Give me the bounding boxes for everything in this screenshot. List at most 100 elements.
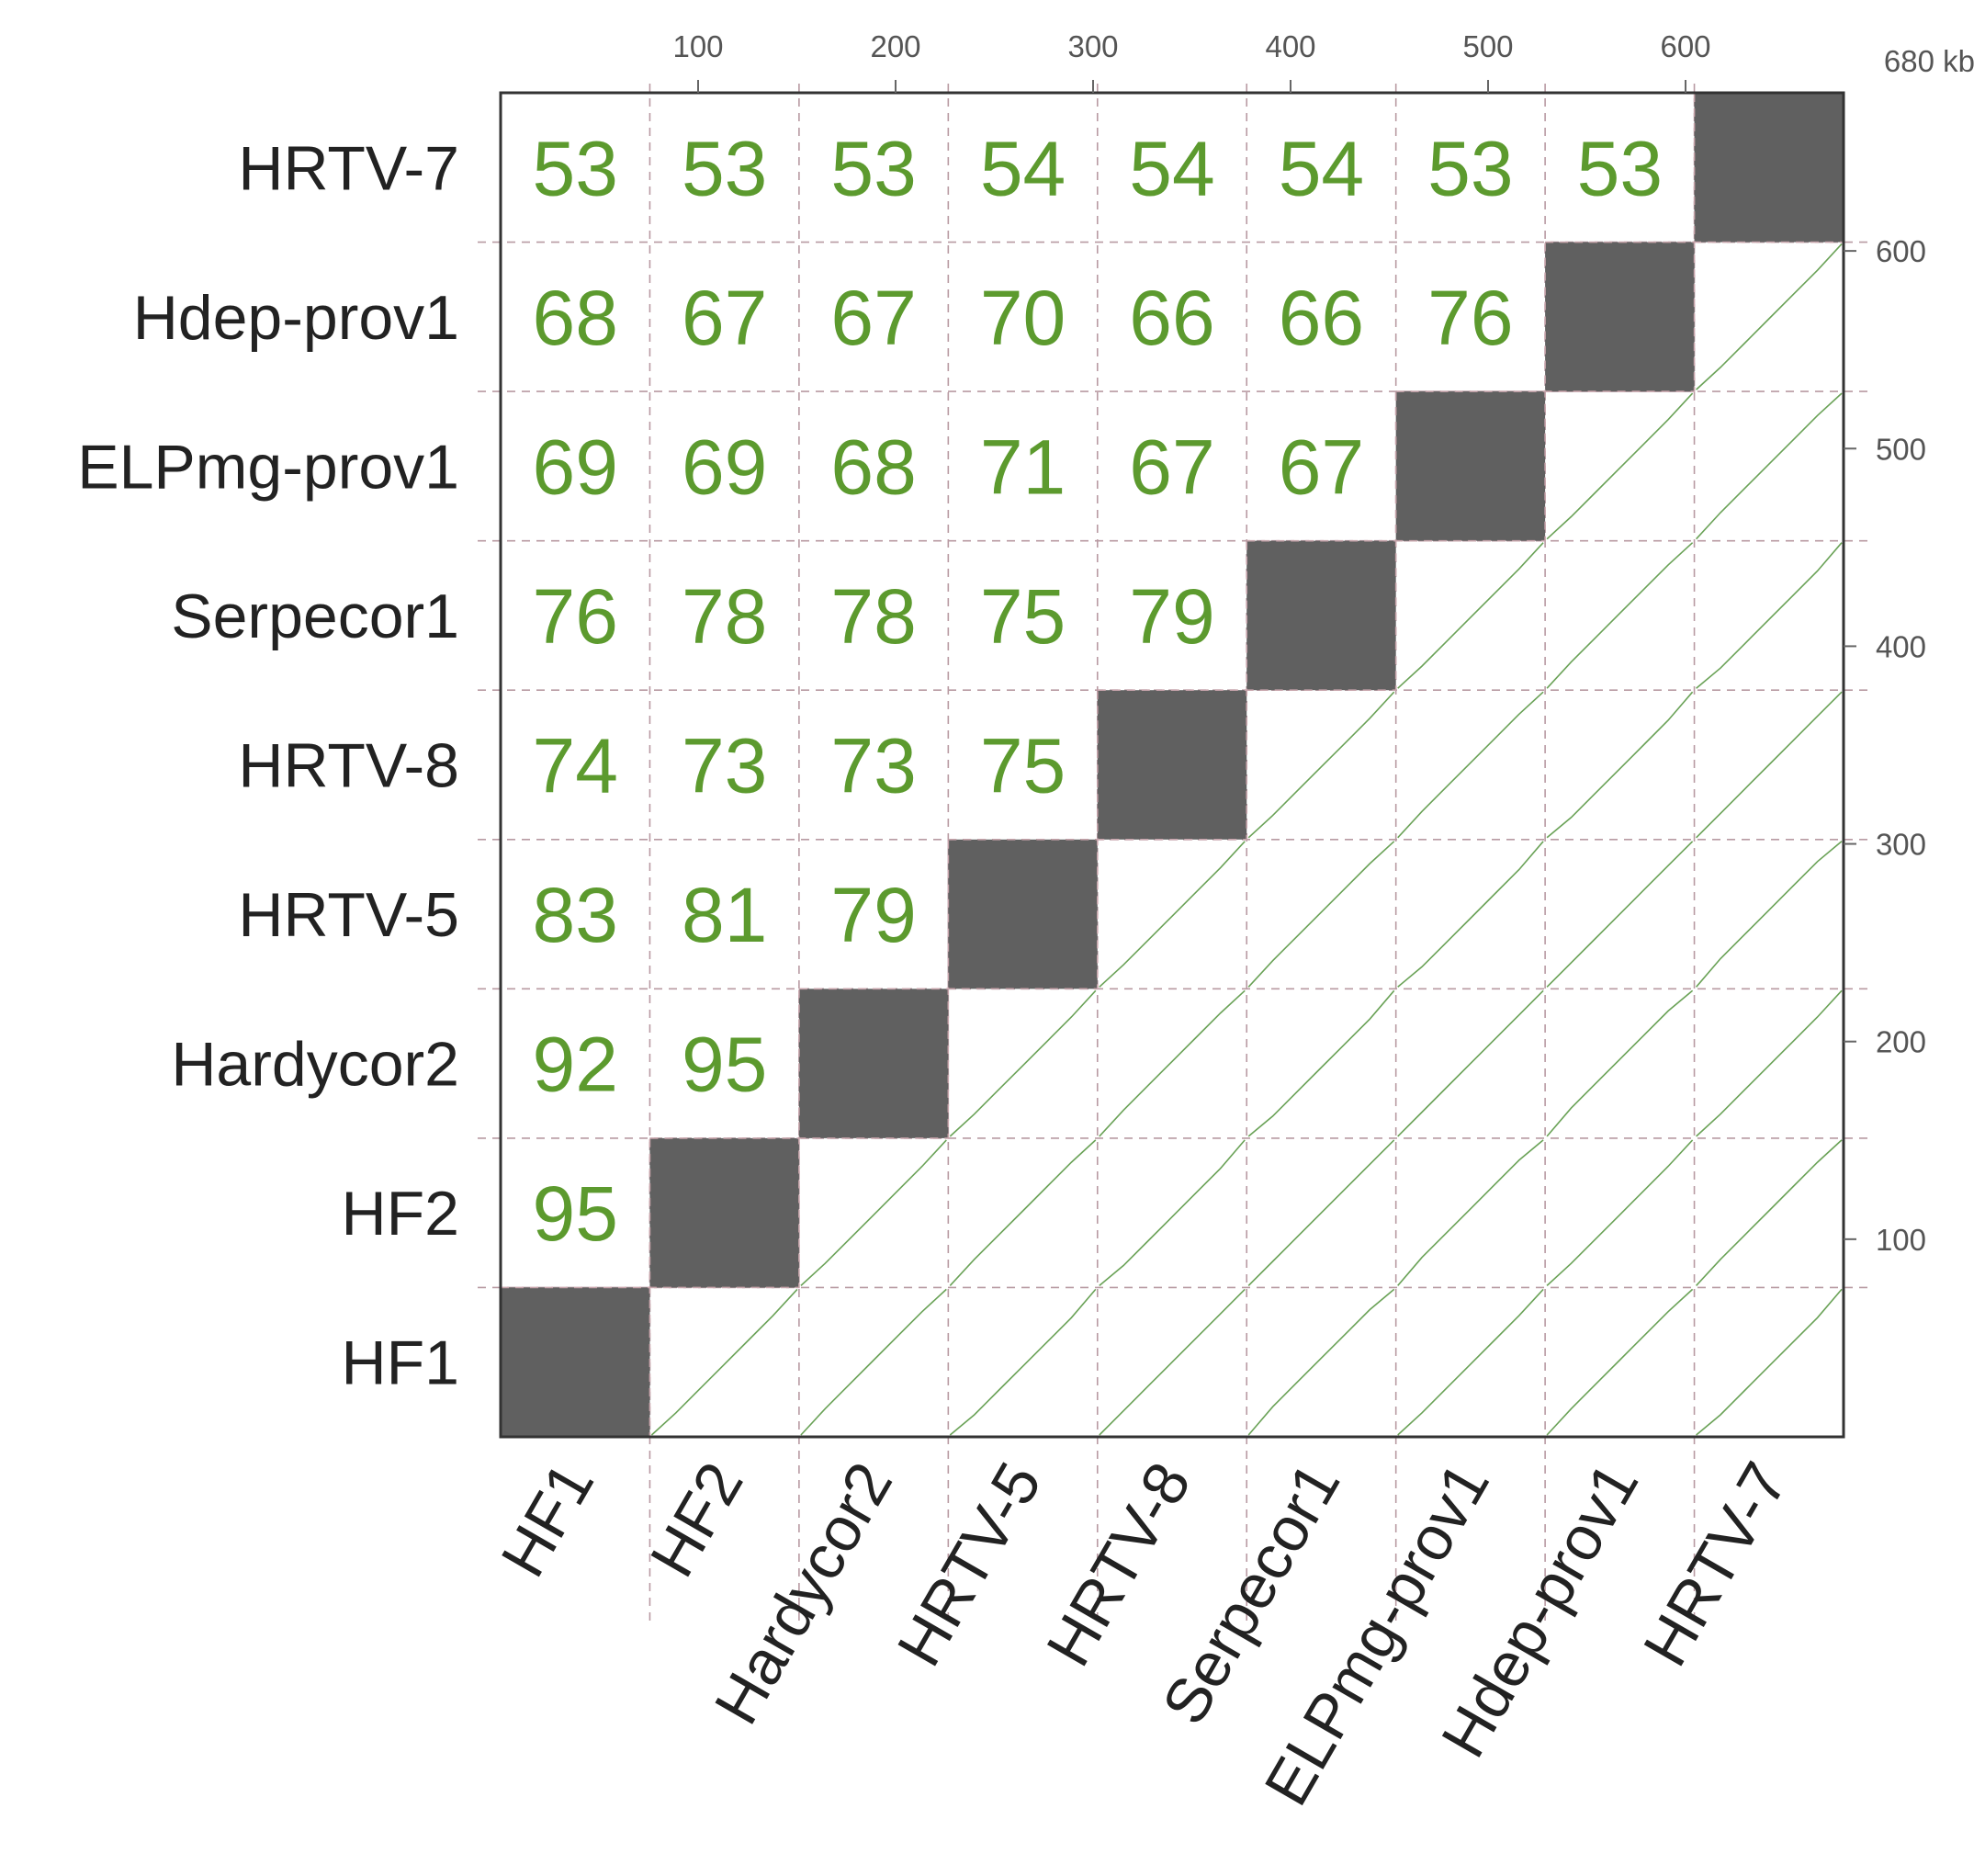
identity-value: 53 xyxy=(830,125,916,211)
diagonal-block xyxy=(500,1286,651,1438)
identity-value: 74 xyxy=(533,723,618,809)
dotplot-segment xyxy=(1546,392,1694,540)
row-label: HRTV-5 xyxy=(238,880,459,950)
x-tick-label: 500 xyxy=(1462,29,1513,63)
x-tick-label: 100 xyxy=(672,29,723,63)
dotplot-segment xyxy=(1546,1139,1694,1286)
dotplot-segment xyxy=(1247,1288,1395,1436)
identity-value: 79 xyxy=(830,872,916,958)
row-label: HF2 xyxy=(342,1179,459,1249)
identity-value: 53 xyxy=(1427,125,1513,211)
diagonal-block xyxy=(1394,390,1546,542)
x-tick-label: 300 xyxy=(1067,29,1118,63)
row-label: Hdep-prov1 xyxy=(133,283,459,353)
diagonal-block xyxy=(649,1137,800,1289)
axis-end-label: 680 kb xyxy=(1884,44,1975,78)
y-tick-label: 500 xyxy=(1876,432,1926,466)
dotplot-lower-triangle xyxy=(650,243,1843,1436)
dotplot-segment xyxy=(1696,1288,1843,1436)
identity-value: 73 xyxy=(830,723,916,809)
column-label: HRTV-7 xyxy=(1630,1452,1801,1678)
identity-value: 67 xyxy=(830,275,916,361)
identity-value: 53 xyxy=(533,125,618,211)
identity-value: 81 xyxy=(682,872,767,958)
y-tick-label: 300 xyxy=(1876,828,1926,862)
diagonal-block xyxy=(1544,241,1696,392)
identity-value: 68 xyxy=(830,424,916,510)
dotplot-segment xyxy=(1695,841,1843,988)
row-label: HF1 xyxy=(342,1328,459,1398)
identity-value: 75 xyxy=(980,723,1066,809)
dotplot-segment xyxy=(949,989,1097,1137)
dotplot-segment xyxy=(1397,691,1544,839)
identity-values: 95 92 95 83 81 79 74 73 73 75 76 78 78 75 79 69 69 68 71 67… xyxy=(533,125,1664,1257)
identity-value: 75 xyxy=(980,573,1066,660)
identity-value: 68 xyxy=(533,275,618,361)
dotplot-segment xyxy=(1099,1139,1246,1287)
identity-value: 70 xyxy=(980,275,1066,361)
identity-value: 69 xyxy=(533,424,618,510)
column-label: HRTV-5 xyxy=(884,1452,1055,1678)
row-label: Serpecor1 xyxy=(171,582,459,651)
identity-value: 95 xyxy=(533,1170,618,1257)
dotplot-segment xyxy=(1397,1139,1544,1286)
dotplot-segment xyxy=(1247,989,1395,1137)
diagonal-block xyxy=(798,988,950,1139)
dotplot-segment xyxy=(1546,841,1694,988)
identity-value: 95 xyxy=(682,1022,767,1108)
dotplot-segment xyxy=(1099,841,1246,988)
row-label: ELPmg-prov1 xyxy=(77,432,459,502)
dotplot-segment xyxy=(1546,542,1694,689)
diagonal-block xyxy=(947,838,1099,990)
identity-value: 53 xyxy=(1577,125,1663,211)
dotplot-segment xyxy=(949,1139,1097,1286)
column-label: HRTV-8 xyxy=(1033,1452,1204,1678)
identity-value: 54 xyxy=(980,125,1066,211)
identity-value: 73 xyxy=(682,723,767,809)
identity-value: 78 xyxy=(682,573,767,660)
identity-value: 83 xyxy=(533,872,618,958)
diagonal-block xyxy=(1693,92,1844,243)
identity-value: 92 xyxy=(533,1022,618,1108)
dotplot-segment xyxy=(1099,989,1246,1137)
column-label: HF1 xyxy=(488,1452,607,1588)
dotplot-segment xyxy=(800,1288,947,1436)
plot-frame xyxy=(499,91,1845,1439)
identity-value: 54 xyxy=(1279,125,1364,211)
dotplot-segment xyxy=(1696,989,1843,1137)
identity-value: 67 xyxy=(1279,424,1364,510)
dotplot-segment xyxy=(1546,1288,1694,1436)
row-label: HRTV-7 xyxy=(238,133,459,203)
dotplot-segment xyxy=(1397,841,1544,988)
identity-value: 78 xyxy=(830,573,916,660)
row-label: HRTV-8 xyxy=(238,731,459,801)
dotplot-segment xyxy=(1696,542,1843,689)
dotplot-segment xyxy=(1696,392,1843,540)
identity-value: 54 xyxy=(1129,125,1214,211)
dotplot-segment xyxy=(1099,1288,1246,1436)
dotplot-segment xyxy=(1696,1139,1843,1286)
identity-value: 76 xyxy=(1427,275,1513,361)
x-tick-label: 600 xyxy=(1660,29,1710,63)
dotplot-segment xyxy=(1247,691,1395,839)
dotplot-segment xyxy=(800,1139,947,1286)
dotplot-segment xyxy=(1397,989,1544,1137)
dotplot-segment xyxy=(1397,1288,1544,1436)
dotplot-segment xyxy=(650,1288,798,1436)
dotplot-segment xyxy=(1546,691,1694,839)
identity-value: 79 xyxy=(1129,573,1214,660)
identity-value: 66 xyxy=(1279,275,1364,361)
identity-value: 69 xyxy=(682,424,767,510)
kb-axes: 100 200 300 400 500 600 100 200 300 400 500 600 xyxy=(672,29,1926,1257)
dotplot-segment xyxy=(1696,691,1843,839)
dotplot-segment xyxy=(1247,1139,1395,1286)
column-labels: HF1 HF2Hardycor2HRTV-5HRTV-8Serpecor1ELPm… xyxy=(488,1452,1801,1817)
self-comparison-blocks xyxy=(500,92,1844,1438)
identity-value: 67 xyxy=(1129,424,1214,510)
identity-value: 53 xyxy=(682,125,767,211)
dotplot-segment xyxy=(1247,841,1395,988)
row-labels: HF1 HF2 Hardycor2 HRTV-5 HRTV-8 Serpecor1 ELPm… xyxy=(77,133,459,1397)
identity-value: 67 xyxy=(682,275,767,361)
row-label: Hardycor2 xyxy=(171,1030,459,1100)
y-tick-label: 100 xyxy=(1876,1223,1926,1257)
